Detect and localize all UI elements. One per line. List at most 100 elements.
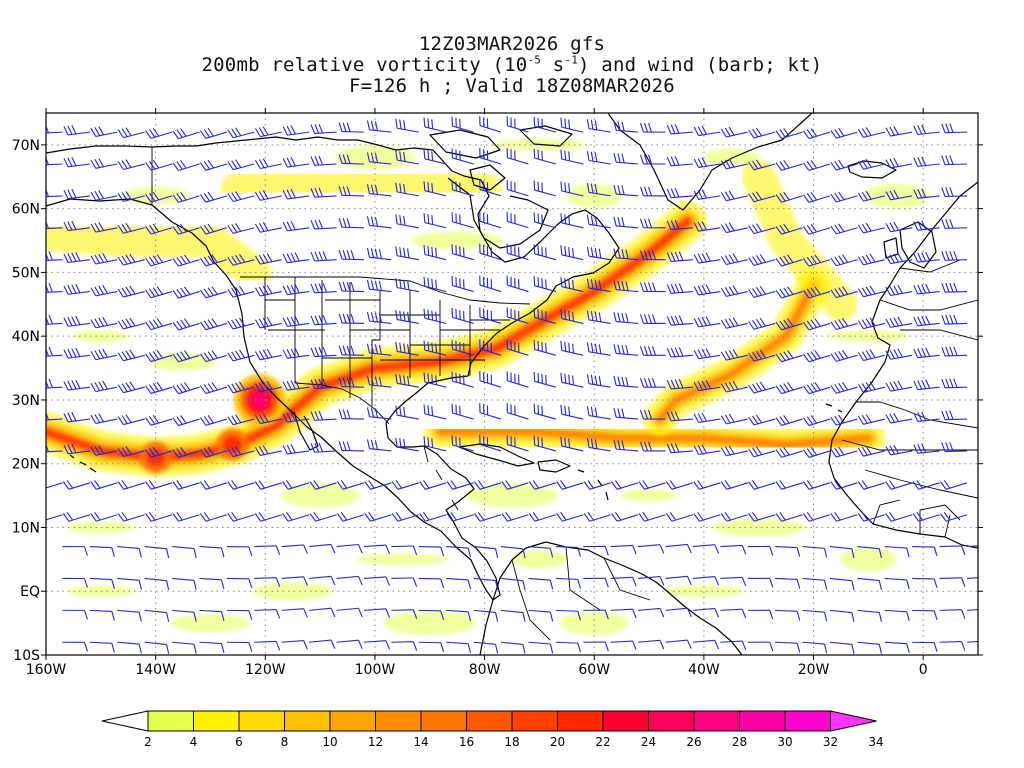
wind-barb [966,545,978,548]
wind-barb [830,381,858,394]
wind-barb [479,403,502,420]
wind-barb [720,349,748,361]
wind-barb [336,512,365,522]
wind-barb [829,546,855,559]
wind-barb [46,188,63,198]
wind-barb [885,221,913,233]
wind-barb [666,251,693,262]
wind-barb [506,371,529,388]
wind-barb [254,348,282,361]
lat-label: EQ [20,584,40,600]
wind-barb [145,127,173,139]
wind-barb [199,609,225,621]
wind-barb [117,349,145,362]
wind-barb [775,415,803,426]
wind-barb [281,640,308,650]
wind-barb [309,480,337,490]
wind-barb [775,480,803,490]
wind-barb [583,609,609,620]
wind-barb [473,577,499,590]
wind-barb [913,379,940,391]
coastline-canaries [825,403,843,413]
wind-barb [366,216,392,229]
wind-barb [89,577,115,589]
wind-barb [555,641,582,653]
wind-barb [391,480,419,490]
wind-barb [666,283,693,294]
wind-barb [912,641,938,652]
wind-barb [913,251,940,263]
wind-barb [830,512,858,522]
coastline-north-america [46,136,620,601]
wind-barb [338,186,364,197]
wind-barb [395,278,419,293]
wind-barb [90,512,118,522]
wind-barb [913,443,940,454]
wind-barb [199,381,228,395]
wind-barb [366,375,392,388]
colorbar-box [147,710,194,732]
wind-barb [199,191,228,203]
wind-barb [391,545,418,556]
wind-barb [336,639,363,650]
wind-barb [583,545,609,556]
wind-barb [941,378,968,389]
wind-barb [802,480,831,490]
wind-barb [666,219,693,231]
wind-barb [117,381,145,394]
wind-barb [665,607,692,618]
wind-barb [451,244,474,261]
wind-barb [144,546,170,559]
wind-barb [720,126,748,138]
wind-barb [172,318,200,331]
wind-barb [336,480,365,490]
wind-barb [338,345,364,356]
wind-barb [528,480,557,490]
wind-barb [613,280,639,293]
wind-barb [336,543,363,554]
wind-barb [117,609,142,622]
wind-barb [560,213,584,229]
vorticity-patch [861,183,930,208]
wind-barbs [46,116,978,654]
coastline-baja [293,411,319,451]
wind-barb [720,253,748,266]
wind-barb [227,512,255,522]
wind-barb [63,412,90,423]
wind-barb [613,439,639,452]
lon-label: 20W [798,662,830,678]
wind-barb [63,443,90,455]
wind-barb [639,314,666,324]
wind-barb [282,252,310,264]
colorbar-high-arrow [830,710,877,732]
wind-barb [63,347,90,359]
wind-barb [310,378,337,390]
wind-barb [199,223,228,235]
wind-barb [830,191,858,203]
wind-barb [884,641,910,653]
wind-barb [857,512,885,522]
colorbar-box [193,710,240,732]
wind-barb [451,403,474,420]
wind-barb [748,127,776,139]
wind-barb [638,607,665,618]
wind-barb [227,159,255,171]
wind-barb [363,608,391,618]
wind-barb [117,191,145,202]
wind-barb [802,128,831,140]
wind-barb [172,415,200,427]
wind-barb [533,371,557,388]
wind-barb [857,222,885,234]
wind-barb [501,480,529,490]
wind-barb [748,414,776,426]
wind-barb [941,346,968,357]
wind-barb [474,512,502,522]
wind-barb [775,577,801,589]
wind-barb [885,189,913,201]
wind-barb [720,445,748,457]
wind-barb [775,160,803,171]
wind-barb [941,282,968,293]
wind-barb [63,315,90,327]
wind-barb [720,413,748,425]
wind-barb [172,286,200,299]
